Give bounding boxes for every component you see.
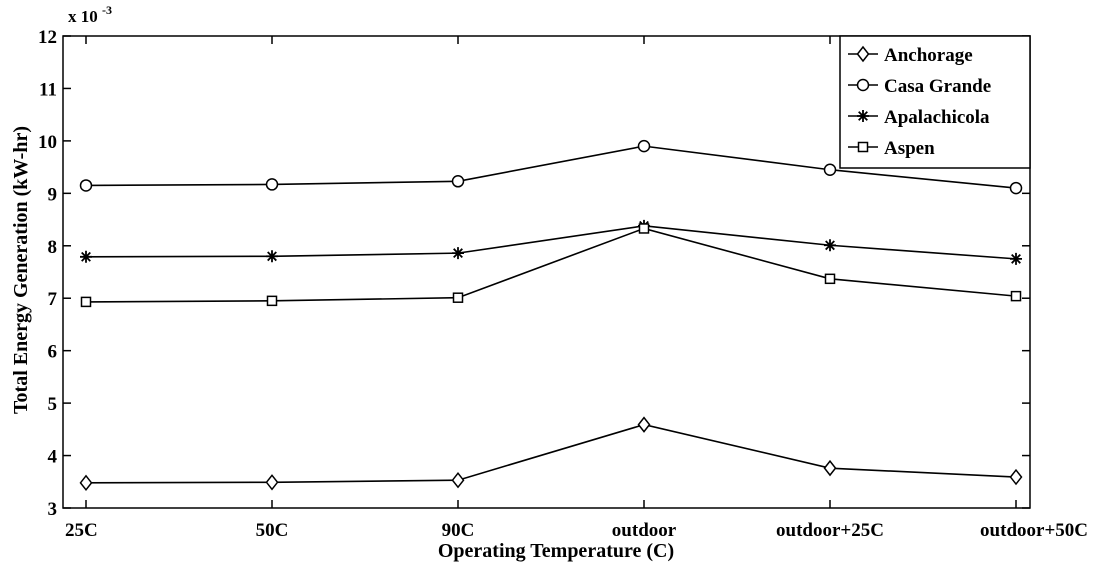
data-point-aspen [452, 292, 464, 303]
x-axis-title: Operating Temperature (C) [438, 540, 674, 562]
data-point-casa-grande [79, 179, 93, 192]
series-layer [79, 139, 1023, 492]
data-point-aspen [80, 296, 92, 308]
legend-marker [857, 141, 869, 153]
data-point-anchorage [1009, 468, 1023, 486]
y-tick-label: 12 [38, 27, 57, 48]
legend: Anchorage Casa Grande Apalachicola Aspen [839, 35, 1031, 169]
y-tick-label: 6 [48, 342, 58, 363]
series-line-casa-grande [85, 145, 1017, 189]
data-point-anchorage [823, 459, 837, 477]
data-point-aspen [1010, 290, 1022, 302]
legend-marker [856, 78, 870, 92]
y-tick-label: 11 [39, 79, 57, 100]
data-point-apalachicola [266, 250, 278, 263]
data-point-aspen [638, 223, 650, 234]
legend-item-apalachicola: Apalachicola [848, 107, 990, 128]
y-tick-label: 7 [48, 289, 58, 310]
x-tick-label: outdoor+25C [776, 520, 884, 541]
y-tick-label: 9 [48, 184, 58, 205]
legend-item-casa-grande: Casa Grande [848, 76, 991, 97]
x-tick-label: 25C [65, 520, 98, 541]
legend-label: Casa Grande [884, 76, 991, 97]
data-point-casa-grande [637, 139, 651, 153]
data-point-casa-grande [451, 175, 465, 188]
y-tick-label: 5 [48, 394, 58, 415]
data-point-casa-grande [1009, 181, 1023, 195]
data-point-apalachicola [452, 247, 464, 260]
legend-label: Anchorage [884, 45, 973, 66]
series-casa-grande [79, 139, 1023, 195]
y-tick-label: 3 [48, 499, 58, 520]
legend-label: Apalachicola [884, 107, 990, 128]
data-point-aspen [266, 295, 278, 307]
series-anchorage [79, 416, 1023, 492]
data-point-aspen [824, 273, 836, 285]
x-tick-label: outdoor [612, 520, 677, 541]
y-axis-multiplier-exponent: -3 [102, 3, 112, 17]
x-tick-label: outdoor+50C [980, 520, 1088, 541]
legend-item-anchorage: Anchorage [848, 45, 973, 66]
data-point-anchorage [451, 471, 465, 489]
y-tick-label: 8 [48, 237, 58, 258]
plot-frame [62, 35, 1031, 509]
data-point-casa-grande [823, 163, 837, 176]
legend-item-aspen: Aspen [848, 138, 935, 159]
x-tick-label: 50C [256, 520, 289, 541]
y-axis-title: Total Energy Generation (kW-hr) [10, 126, 32, 414]
legend-label: Aspen [884, 138, 935, 159]
legend-marker [857, 110, 869, 122]
y-tick-label: 4 [48, 447, 58, 468]
y-axis-multiplier-base: x 10 [68, 7, 98, 26]
y-tick-label: 10 [38, 132, 57, 153]
series-line-aspen [85, 227, 1017, 303]
series-aspen [80, 223, 1022, 308]
x-axis: 25C 50C 90C outdoor outdoor+25C outdoor+50C [65, 36, 1088, 541]
series-line-apalachicola [85, 225, 1017, 260]
y-axis-multiplier: x 10 -3 [68, 3, 112, 26]
data-point-casa-grande [265, 178, 279, 191]
plot-border [62, 35, 1031, 509]
data-point-anchorage [637, 416, 651, 433]
data-point-anchorage [265, 474, 279, 491]
data-point-anchorage [79, 474, 93, 492]
series-apalachicola [80, 219, 1022, 265]
legend-marker [856, 45, 870, 63]
legend-box [839, 35, 1031, 169]
x-tick-label: 90C [442, 520, 475, 541]
data-point-apalachicola [80, 250, 92, 263]
data-point-apalachicola [824, 239, 836, 252]
data-point-apalachicola [1010, 252, 1022, 265]
series-line-anchorage [85, 423, 1017, 484]
